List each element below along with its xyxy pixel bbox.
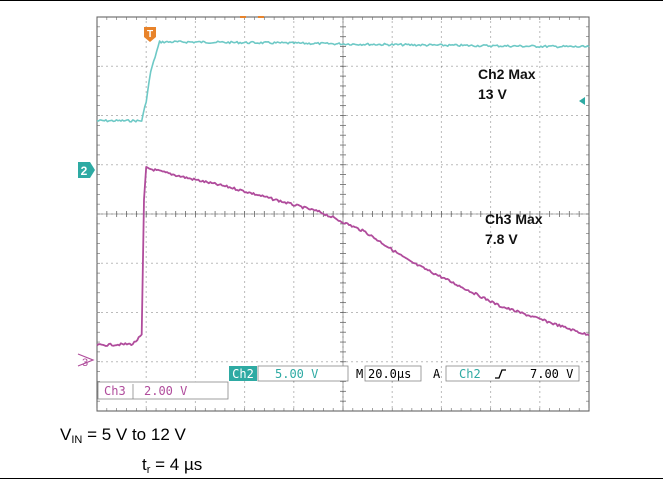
trigger-marker[interactable]: T <box>144 27 156 42</box>
top-rule <box>0 0 663 1</box>
ch2-marker-label: 2 <box>81 164 88 178</box>
ch2-scale-value: 5.00 V <box>275 367 318 381</box>
graticule <box>96 16 590 411</box>
trigger-readout-box[interactable] <box>445 365 580 382</box>
trigger-marker-label: T <box>147 29 153 40</box>
ch3-marker-label: 3 <box>82 357 88 369</box>
ch3-readout-label: Ch3 <box>104 384 126 398</box>
horizontal-position-tick <box>258 16 264 18</box>
ch3-trace <box>96 165 590 347</box>
trigger-source-value: Ch2 <box>459 367 481 381</box>
readout-bar: Ch2 5.00 V M 20.0µs A Ch2 7.00 V Ch3 2.0… <box>97 365 580 400</box>
timebase-label: M <box>356 367 363 381</box>
ch2-trace <box>96 40 590 123</box>
timebase-value: 20.0µs <box>368 367 411 381</box>
rising-edge-icon <box>495 369 506 379</box>
ch2-max-annotation-line1: Ch2 Max <box>478 66 536 82</box>
ch2-readout-label: Ch2 <box>232 367 254 381</box>
ch3-ground-marker[interactable]: 3 <box>77 353 95 369</box>
ch2-scale-box[interactable] <box>257 365 349 382</box>
ch2-readout-badge[interactable] <box>229 366 257 381</box>
ch3-max-annotation-line2: 7.8 V <box>485 231 518 247</box>
ch2-ground-marker[interactable]: 2 <box>78 162 95 178</box>
trigger-level-marker[interactable] <box>579 97 585 105</box>
trigger-mode-label: A <box>433 367 441 381</box>
trigger-level-value: 7.00 V <box>530 367 573 381</box>
ch3-max-annotation-line1: Ch3 Max <box>485 211 543 227</box>
trigger-position-tick <box>240 16 246 18</box>
ch3-scale-value: 2.00 V <box>144 384 187 398</box>
vin-caption: VIN = 5 V to 12 V <box>60 425 186 446</box>
ch2-max-annotation-line2: 13 V <box>478 86 507 102</box>
ch3-readout-box[interactable] <box>97 381 229 400</box>
oscilloscope-screen: T 2 3 Ch2 Max 13 V Ch3 Max 7.8 V Ch2 5.0… <box>77 16 590 412</box>
rise-time-caption: tr = 4 µs <box>142 455 203 476</box>
timebase-box[interactable] <box>364 365 422 382</box>
